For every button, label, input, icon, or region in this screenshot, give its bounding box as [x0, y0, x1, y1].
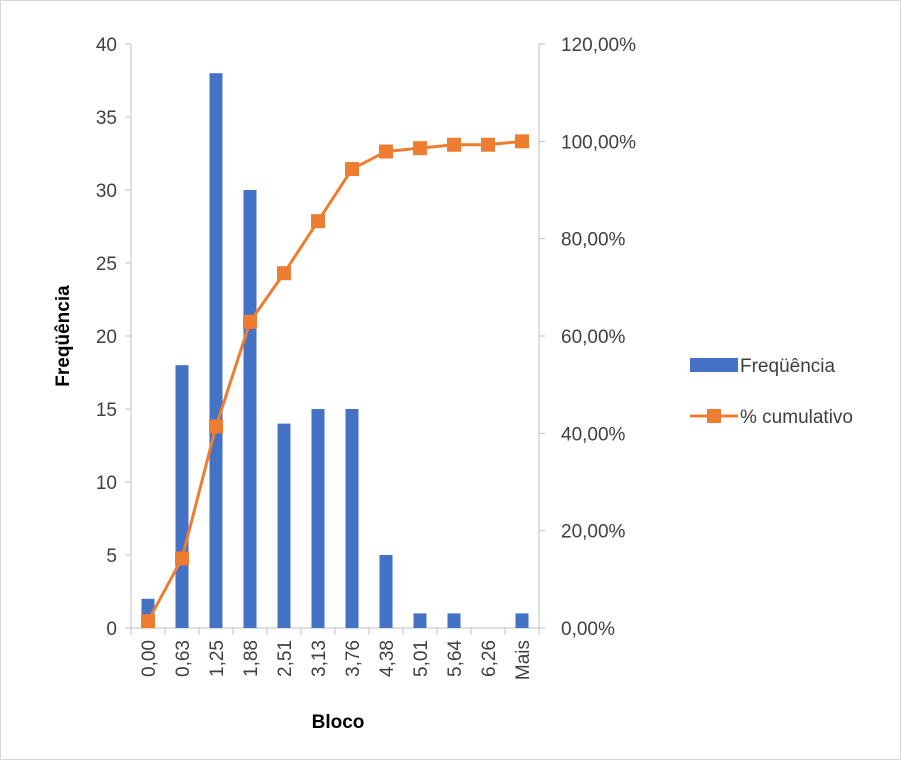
- cumulative-point: [209, 419, 223, 434]
- legend-line-label: % cumulativo: [740, 407, 853, 428]
- frequency-bar: [345, 409, 359, 628]
- cumulative-point: [311, 214, 325, 229]
- cumulative-point: [413, 141, 427, 156]
- y-left-tick-label: 15: [96, 400, 117, 421]
- cumulative-point: [379, 144, 393, 159]
- y-right-tick-label: 20,00%: [561, 522, 626, 543]
- x-tick-label: 5,01: [411, 640, 432, 677]
- cumulative-point: [277, 266, 291, 281]
- labels-layer: 0 5 10 15 20 25 30 35 40 0,00% 20,00% 40,00% 60,00% 8…: [96, 35, 636, 680]
- x-tick-label: 3,76: [343, 640, 364, 677]
- cumulative-point: [481, 137, 495, 152]
- y-right-tick-label: 120,00%: [561, 35, 636, 56]
- x-axis-title: Bloco: [312, 712, 365, 733]
- frequency-bar: [413, 613, 427, 628]
- y-left-tick-label: 20: [96, 327, 117, 348]
- y-left-tick-label: 5: [106, 546, 117, 567]
- x-tick-label: 2,51: [275, 640, 296, 677]
- y-right-tick-label: 60,00%: [561, 327, 626, 348]
- cumulative-point: [141, 614, 155, 629]
- y-right-tick-label: 80,00%: [561, 230, 626, 251]
- legend: Freqüência % cumulativo: [690, 356, 853, 428]
- x-tick-label: 6,26: [479, 640, 500, 677]
- frequency-bar: [277, 423, 291, 628]
- frequency-bar: [243, 190, 257, 628]
- bars-layer: [141, 73, 529, 628]
- x-tick-label: 0,00: [139, 640, 160, 677]
- legend-bar-label: Freqüência: [740, 356, 835, 377]
- frequency-bar: [311, 409, 325, 628]
- cumulative-point: [447, 137, 461, 152]
- cumulative-point: [345, 162, 359, 177]
- frequency-bar: [175, 365, 189, 628]
- axes-layer: [125, 43, 545, 635]
- cumulative-point: [515, 134, 529, 149]
- frequency-bar: [515, 613, 529, 628]
- x-tick-label: Mais: [513, 640, 534, 680]
- x-tick-label: 0,63: [173, 640, 194, 677]
- cumulative-line: [146, 139, 523, 622]
- y-axis-title: Freqüência: [53, 285, 74, 387]
- x-tick-label: 1,88: [241, 640, 262, 677]
- y-left-tick-label: 35: [96, 108, 117, 129]
- line-layer: [141, 134, 529, 629]
- y-left-tick-label: 40: [96, 35, 117, 56]
- x-tick-label: 1,25: [207, 640, 228, 677]
- y-left-tick-label: 0: [106, 619, 117, 640]
- x-tick-label: 4,38: [377, 640, 398, 677]
- legend-line-marker: [707, 409, 721, 423]
- cumulative-point: [175, 551, 189, 566]
- y-left-tick-label: 25: [96, 254, 117, 275]
- frequency-bar: [447, 613, 461, 628]
- x-tick-label: 3,13: [309, 640, 330, 677]
- y-left-tick-label: 30: [96, 181, 117, 202]
- legend-bar-swatch: [690, 358, 738, 372]
- y-right-tick-label: 0,00%: [561, 619, 615, 640]
- y-left-tick-label: 10: [96, 473, 117, 494]
- frequency-bar: [209, 73, 223, 628]
- y-right-tick-label: 40,00%: [561, 424, 626, 445]
- x-tick-label: 5,64: [445, 640, 466, 677]
- frequency-bar: [379, 555, 393, 628]
- y-right-tick-label: 100,00%: [561, 132, 636, 153]
- cumulative-point: [243, 314, 257, 329]
